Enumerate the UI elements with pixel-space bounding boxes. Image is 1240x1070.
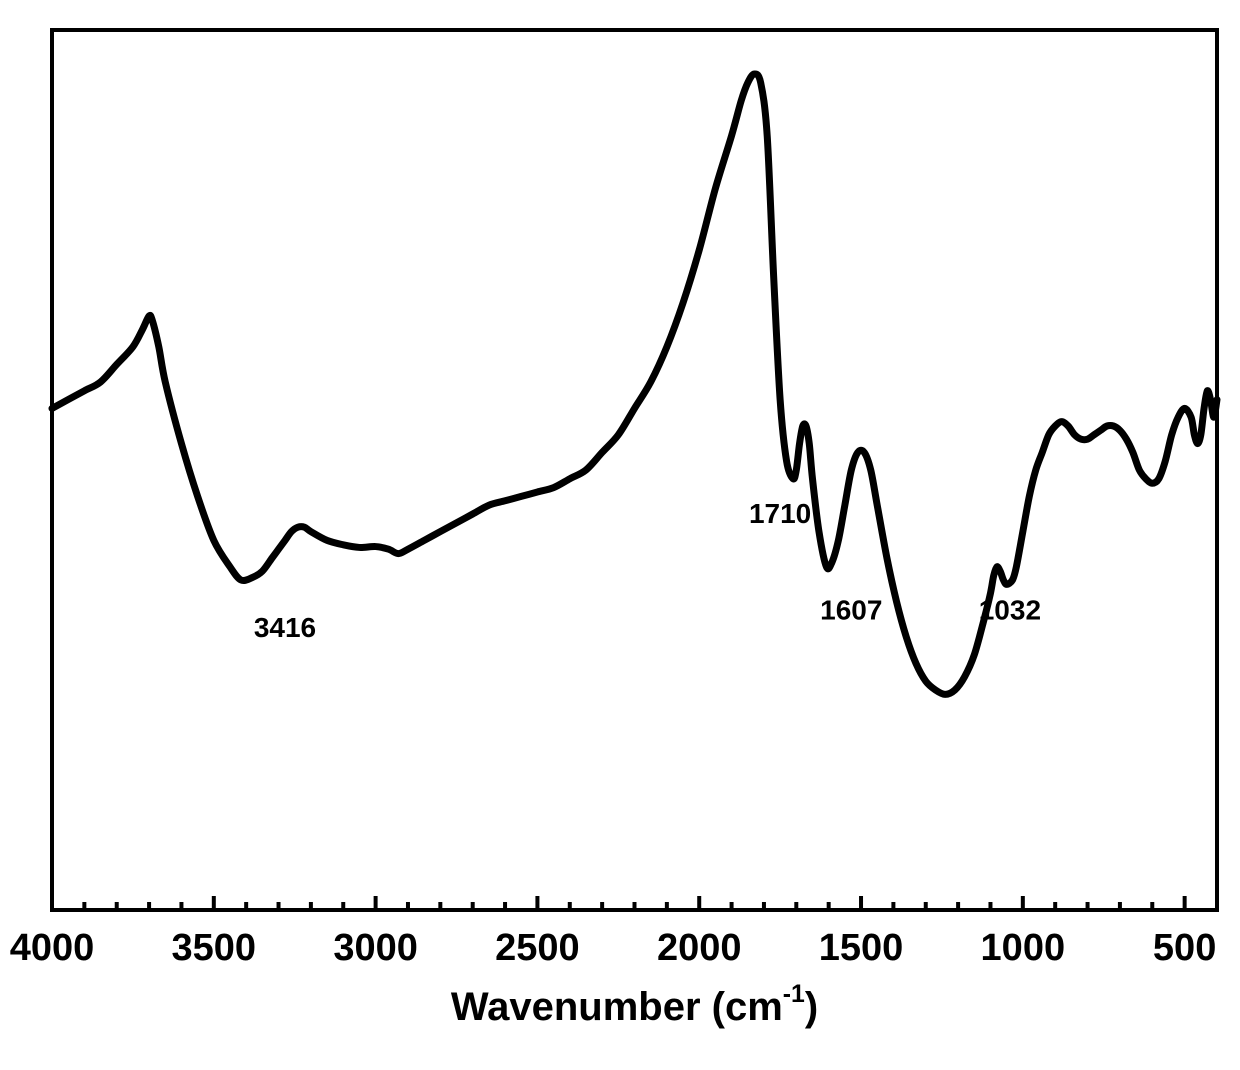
ftir-spectrum-chart: 4000 3500 3000 2500 2000 1500 1000 500 Wavenumbe… [0, 0, 1240, 1070]
spectrum-svg: 4000 3500 3000 2500 2000 1500 1000 500 Wavenumbe… [0, 0, 1240, 1070]
svg-text:Wavenumber (cm-1): Wavenumber (cm-1) [451, 981, 818, 1029]
x-tick-label: 2000 [657, 927, 742, 969]
x-tick-label: 2500 [495, 927, 580, 969]
x-tick-label: 1500 [819, 927, 904, 969]
x-axis-label: Wavenumber (cm-1) [451, 981, 818, 1029]
peak-label-3416: 3416 [254, 612, 316, 643]
x-tick-label: 500 [1153, 927, 1216, 969]
peak-label-1032: 1032 [979, 595, 1041, 626]
x-tick-label: 3000 [333, 927, 418, 969]
x-tick-label: 3500 [172, 927, 257, 969]
x-tick-label: 4000 [10, 927, 95, 969]
peak-label-1710: 1710 [749, 498, 811, 529]
x-tick-label: 1000 [981, 927, 1066, 969]
peak-label-1607: 1607 [820, 595, 882, 626]
